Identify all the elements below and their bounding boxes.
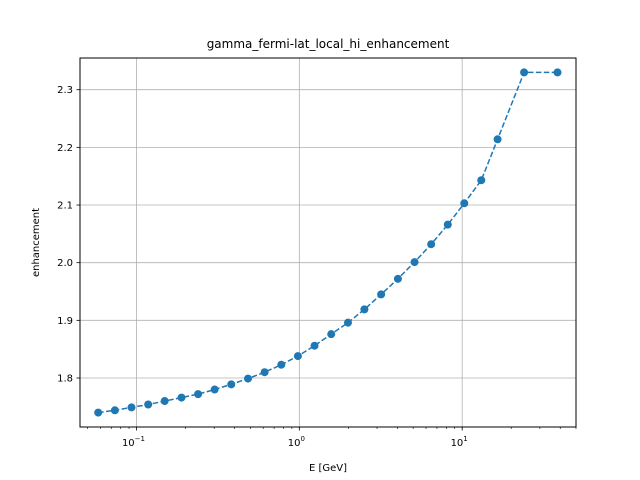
y-tick-label: 1.8 — [57, 373, 73, 384]
y-tick-label: 1.9 — [57, 316, 73, 327]
data-point — [127, 403, 136, 412]
data-point — [443, 220, 452, 229]
data-point — [94, 408, 103, 417]
y-tick-label: 2.0 — [57, 258, 73, 269]
data-point — [343, 318, 352, 327]
data-point — [493, 135, 502, 144]
data-point — [160, 397, 169, 406]
data-point — [377, 290, 386, 299]
y-tick-label: 2.3 — [57, 85, 73, 96]
data-point — [144, 400, 153, 409]
grid — [80, 58, 576, 427]
data-point — [227, 380, 236, 389]
data-point — [520, 68, 529, 77]
data-point — [310, 341, 319, 350]
data-point — [427, 240, 436, 249]
data-point — [194, 390, 203, 399]
data-point — [177, 393, 186, 402]
data-point — [410, 258, 419, 267]
y-tick-label: 2.1 — [57, 201, 73, 212]
data-point — [477, 176, 486, 185]
chart-title: gamma_fermi-lat_local_hi_enhancement — [207, 37, 450, 51]
data-point — [360, 305, 369, 314]
data-point — [210, 385, 219, 394]
plot-frame — [79, 57, 577, 428]
data-point — [110, 406, 119, 415]
x-axis-label: E [GeV] — [309, 463, 347, 474]
data-point — [553, 68, 562, 77]
data-point — [327, 330, 336, 339]
y-axis-label: enhancement — [31, 208, 42, 277]
x-tick-exponent: 0 — [300, 435, 304, 443]
data-point — [244, 374, 253, 383]
x-tick-exponent: −1 — [135, 435, 145, 443]
series-line — [98, 71, 558, 414]
data-point — [277, 360, 286, 369]
series-layer — [94, 68, 562, 417]
data-point — [460, 199, 469, 208]
data-point — [393, 274, 402, 283]
data-point — [260, 368, 269, 377]
y-tick-label: 2.2 — [57, 143, 73, 154]
data-point — [293, 352, 302, 361]
x-tick-exponent: 1 — [463, 435, 467, 443]
